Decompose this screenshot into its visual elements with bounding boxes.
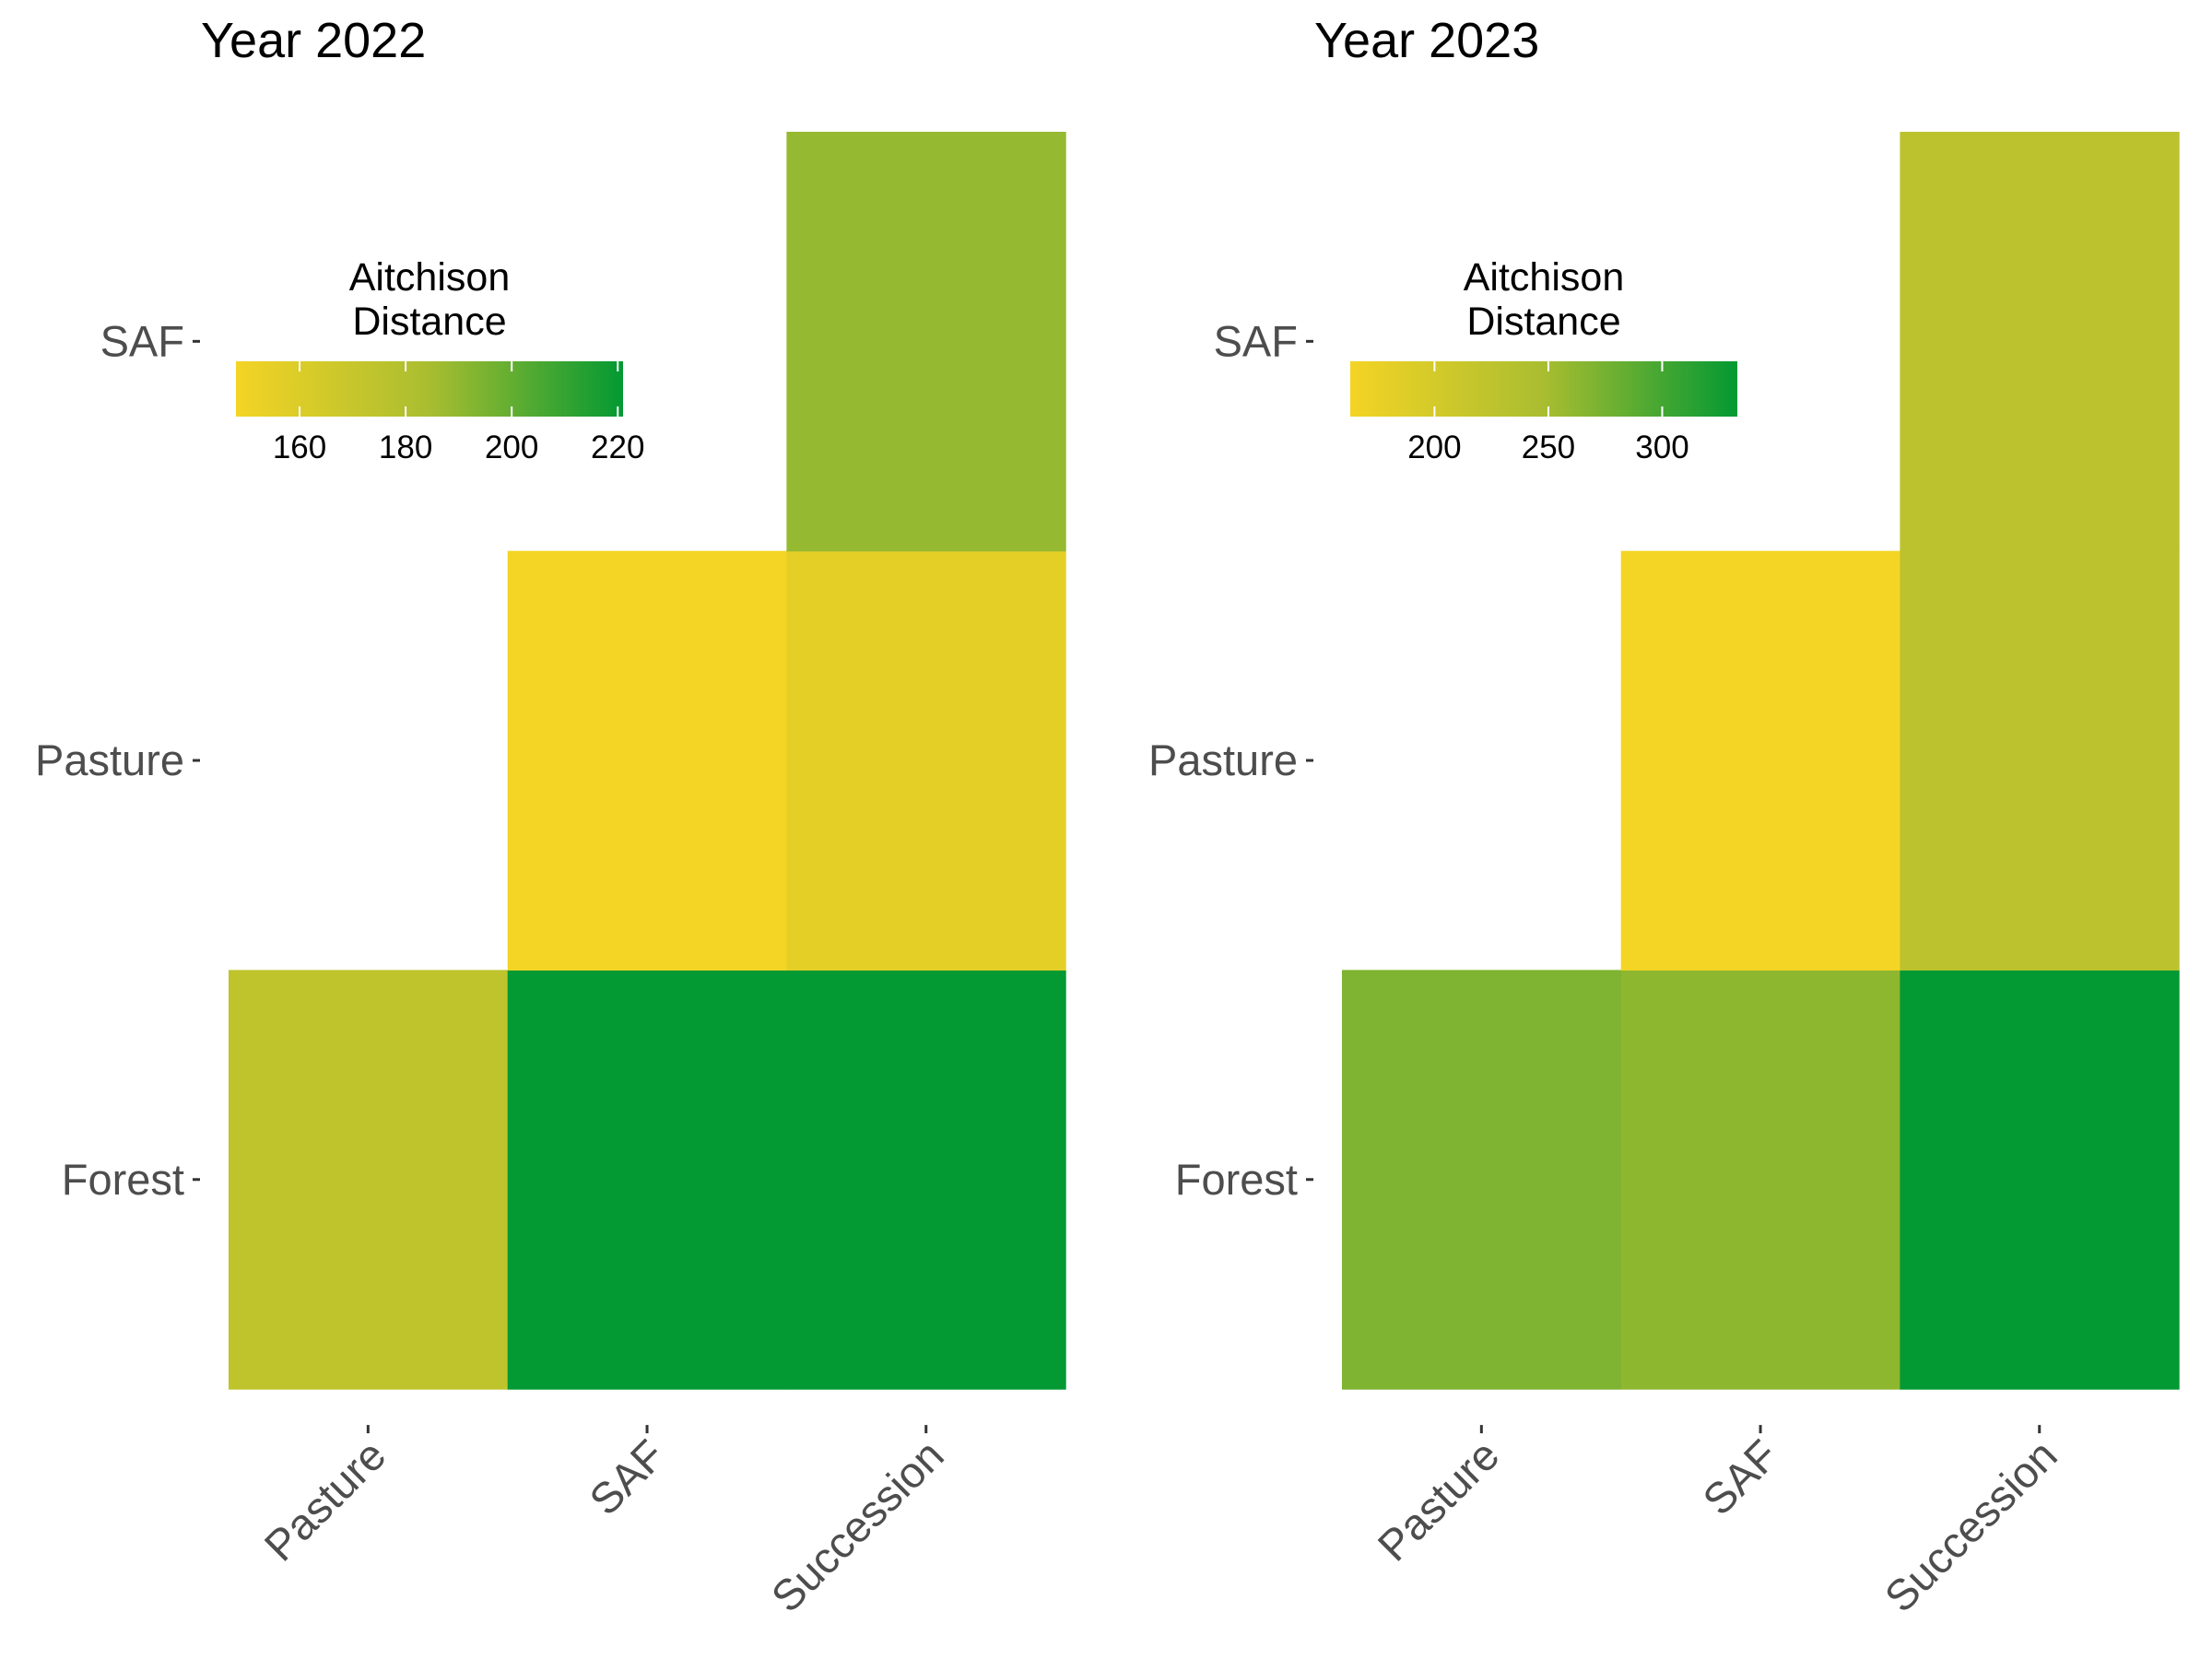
- y-tick-label-saf: SAF: [1214, 316, 1298, 365]
- legend-tick-label: 160: [273, 429, 326, 465]
- heatmap-cell-forest-saf: [507, 970, 787, 1390]
- heatmap-cell-forest-succession: [786, 970, 1066, 1390]
- legend-title-line: Distance: [352, 300, 506, 344]
- panel-title: Year 2023: [1314, 13, 1539, 68]
- heatmap-cell-pasture-succession: [786, 550, 1066, 971]
- legend-colorbar: [1350, 361, 1737, 417]
- panel-title: Year 2022: [201, 13, 426, 68]
- heatmap-cell-forest-succession: [1900, 970, 2180, 1390]
- heatmap-cell-forest-saf: [1620, 970, 1900, 1390]
- legend-tick-label: 200: [1407, 429, 1461, 465]
- x-tick-label-succession: Succession: [761, 1430, 952, 1621]
- legend-tick-label: 200: [485, 429, 538, 465]
- legend-colorbar: [236, 361, 623, 417]
- y-tick-label-forest: Forest: [1175, 1155, 1298, 1204]
- x-tick-label-succession: Succession: [1875, 1430, 2065, 1621]
- x-tick-label-pasture: Pasture: [1368, 1430, 1508, 1571]
- legend-title-line: Aitchison: [1464, 255, 1624, 300]
- heatmap-cell-pasture-succession: [1900, 550, 2180, 971]
- heatmap-cell-pasture-saf: [507, 550, 787, 971]
- legend-tick-label: 250: [1522, 429, 1575, 465]
- heatmap-cell-forest-pasture: [1342, 970, 1622, 1390]
- y-tick-label-forest: Forest: [62, 1155, 184, 1204]
- heatmap-panel-1: Year 2022 Forest Pasture SAF Pasture SAF Succe…: [35, 13, 1066, 1621]
- y-tick-label-saf: SAF: [100, 316, 184, 365]
- heatmap-cell-saf-succession: [786, 132, 1066, 552]
- x-tick-label-pasture: Pasture: [254, 1430, 394, 1571]
- legend-title-line: Aitchison: [349, 255, 510, 300]
- heatmap-cell-forest-pasture: [229, 970, 509, 1390]
- legend-tick-label: 180: [379, 429, 432, 465]
- y-tick-label-pasture: Pasture: [1148, 735, 1298, 784]
- legend-tick-label: 220: [591, 429, 644, 465]
- y-tick-label-pasture: Pasture: [35, 735, 184, 784]
- x-tick-label-saf: SAF: [1693, 1430, 1787, 1524]
- heatmap-panel-2: Year 2023 Forest Pasture SAF Pasture SAF Succe…: [1148, 13, 2180, 1621]
- x-tick-label-saf: SAF: [580, 1430, 674, 1524]
- heatmap-cell-saf-succession: [1900, 132, 2180, 552]
- heatmap-cell-pasture-saf: [1620, 550, 1900, 971]
- legend-title-line: Distance: [1466, 300, 1620, 344]
- legend-tick-label: 300: [1635, 429, 1688, 465]
